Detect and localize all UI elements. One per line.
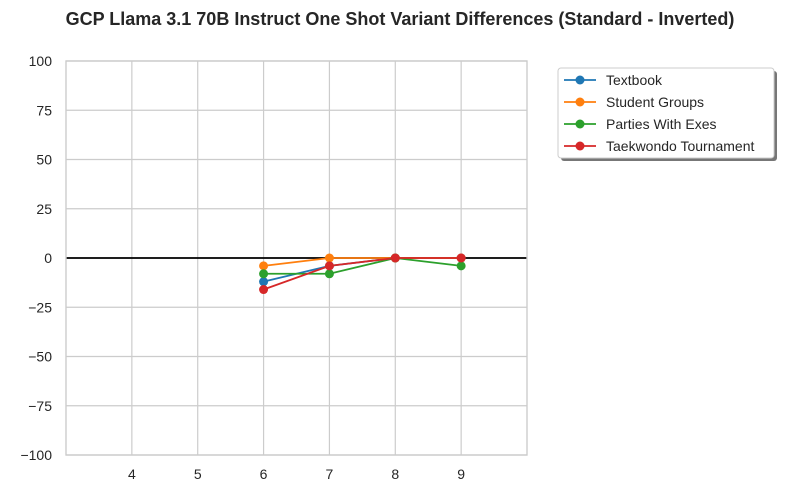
legend-marker xyxy=(575,75,585,85)
y-tick-label: 25 xyxy=(36,201,52,217)
y-tick-label: −100 xyxy=(20,447,52,463)
y-axis: 100 75 50 25 0 −25 −50 −75 −100 xyxy=(20,53,52,463)
legend-label: Taekwondo Tournament xyxy=(606,138,755,154)
x-tick-label: 7 xyxy=(326,466,334,482)
y-tick-label: −50 xyxy=(28,349,52,365)
data-point xyxy=(259,285,269,295)
legend: Textbook Student Groups Parties With Exes T… xyxy=(557,67,777,161)
legend-item: Parties With Exes xyxy=(564,116,716,132)
y-tick-label: 100 xyxy=(29,53,53,69)
y-tick-label: −75 xyxy=(28,398,52,414)
x-axis: 4 5 6 7 8 9 xyxy=(128,466,465,482)
data-point xyxy=(259,261,269,271)
data-point xyxy=(456,261,466,271)
y-tick-label: 0 xyxy=(44,250,52,266)
legend-marker xyxy=(575,97,585,107)
legend-marker xyxy=(575,141,585,151)
y-tick-label: −25 xyxy=(28,299,52,315)
plot-frame xyxy=(65,60,528,456)
data-point xyxy=(324,261,334,271)
data-point xyxy=(456,253,466,263)
x-tick-label: 4 xyxy=(128,466,136,482)
legend-item: Taekwondo Tournament xyxy=(564,138,755,154)
data-point xyxy=(324,253,334,263)
data-point xyxy=(324,269,334,279)
x-tick-label: 6 xyxy=(260,466,268,482)
x-tick-label: 5 xyxy=(194,466,202,482)
data-point xyxy=(259,277,269,287)
y-tick-label: 50 xyxy=(36,152,52,168)
chart-title: GCP Llama 3.1 70B Instruct One Shot Vari… xyxy=(66,9,735,29)
series-line xyxy=(263,257,462,275)
y-tick-label: 75 xyxy=(36,102,52,118)
legend-box xyxy=(557,67,775,159)
x-tick-label: 9 xyxy=(457,466,465,482)
legend-label: Student Groups xyxy=(606,94,704,110)
legend-item: Textbook xyxy=(564,72,663,88)
legend-marker xyxy=(575,119,585,129)
data-point xyxy=(259,269,269,279)
plot-border xyxy=(65,60,528,456)
series-group xyxy=(259,253,466,295)
legend-item: Student Groups xyxy=(564,94,704,110)
series-line xyxy=(263,257,462,291)
x-tick-label: 8 xyxy=(391,466,399,482)
legend-label: Textbook xyxy=(606,72,663,88)
series-3 xyxy=(259,253,466,295)
data-point xyxy=(390,253,400,263)
legend-label: Parties With Exes xyxy=(606,116,716,132)
